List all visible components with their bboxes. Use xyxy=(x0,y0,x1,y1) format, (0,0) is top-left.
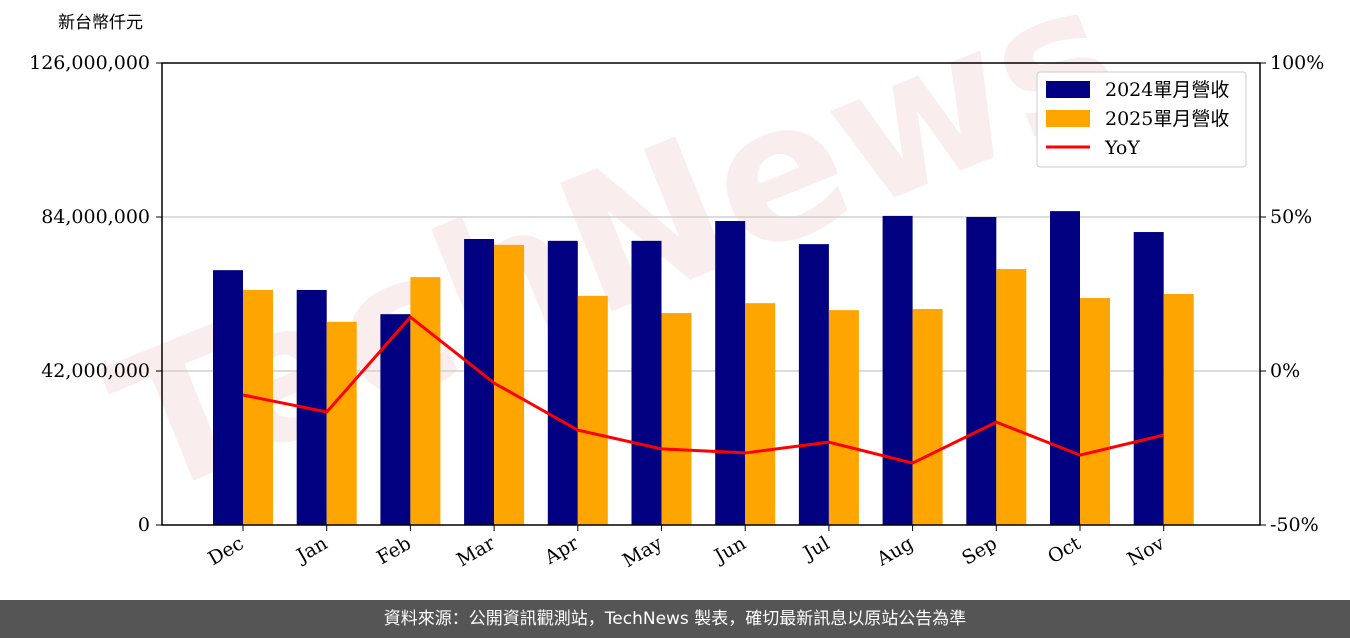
bar xyxy=(1133,232,1164,526)
bar xyxy=(1050,211,1080,525)
bar xyxy=(661,313,692,525)
bar xyxy=(745,303,776,525)
bar xyxy=(1080,298,1110,525)
bar xyxy=(326,321,357,525)
x-tick-label: Apr xyxy=(540,532,583,569)
bar xyxy=(213,270,243,525)
legend-label: 2024單月營收 xyxy=(1105,79,1229,101)
x-tick-label: Jan xyxy=(291,532,331,568)
y-axis-label: 新台幣仟元 xyxy=(58,13,143,33)
y-tick-label: 84,000,000 xyxy=(41,206,150,228)
x-tick-label: May xyxy=(619,532,666,572)
bar xyxy=(631,240,662,526)
x-tick-label: Mar xyxy=(453,532,499,571)
bar xyxy=(715,221,746,526)
y2-tick-label: 100% xyxy=(1270,52,1324,74)
y2-tick-label: 0% xyxy=(1270,360,1300,382)
bar xyxy=(882,215,913,525)
x-tick-label: Sep xyxy=(958,532,1001,569)
bar xyxy=(464,239,495,525)
legend: 2024單月營收 2025單月營收 YoY xyxy=(1036,71,1247,168)
bar xyxy=(1163,294,1194,525)
plot-frame xyxy=(161,62,1261,526)
x-tick-label: Dec xyxy=(204,532,247,570)
y-tick-label: 42,000,000 xyxy=(41,360,150,382)
y-tick-label: 126,000,000 xyxy=(29,52,150,74)
x-tick-label: Jul xyxy=(798,532,833,565)
bar xyxy=(410,277,441,525)
bar xyxy=(912,309,943,525)
x-tick-label: Oct xyxy=(1044,532,1085,568)
legend-label: YoY xyxy=(1104,137,1140,159)
bar xyxy=(966,217,997,525)
chart: 新台幣仟元 TechNews042,000,00084,000,000126,0… xyxy=(29,0,1324,572)
bar xyxy=(798,244,829,525)
x-tick-label: Aug xyxy=(872,532,917,571)
legend-label: 2025單月營收 xyxy=(1105,108,1229,130)
x-tick-label: Jun xyxy=(709,532,750,568)
footer: 資料來源：公開資訊觀測站，TechNews 製表，確切最新訊息以原站公告為準 xyxy=(0,600,1350,638)
y2-tick-label: 50% xyxy=(1270,206,1312,228)
y-tick-label: 0 xyxy=(138,514,150,536)
yoy-line xyxy=(242,315,1165,465)
legend-swatch xyxy=(1046,81,1090,98)
bar xyxy=(380,314,411,525)
bar xyxy=(547,240,578,526)
bar xyxy=(243,289,273,525)
y2-tick-label: -50% xyxy=(1270,514,1319,536)
bar xyxy=(577,295,608,525)
legend-swatch xyxy=(1046,110,1090,127)
x-tick-label: Nov xyxy=(1124,532,1169,571)
bar xyxy=(828,310,859,525)
x-tick-label: Feb xyxy=(373,532,415,569)
bar xyxy=(996,269,1027,525)
